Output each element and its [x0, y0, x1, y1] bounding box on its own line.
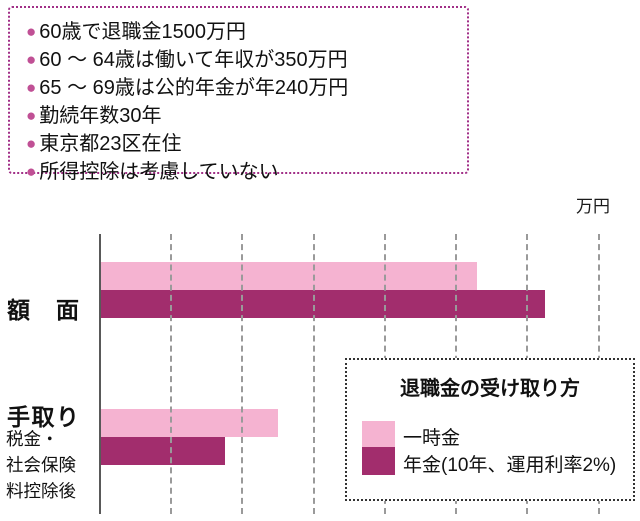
category-sublabel: 税金・社会保険料控除後	[6, 426, 101, 504]
assumption-item: ● 所得控除は考慮していない	[26, 158, 461, 186]
bullet-icon: ●	[26, 106, 37, 125]
legend: 退職金の受け取り方 一時金年金(10年、運用利率2%)	[345, 358, 635, 501]
legend-entry-label: 一時金	[403, 428, 461, 449]
category-label: 額面	[7, 297, 79, 323]
assumption-text: 所得控除は考慮していない	[39, 161, 279, 183]
bar-pension-net	[101, 437, 225, 465]
legend-title: 退職金の受け取り方	[400, 378, 580, 400]
gridline	[312, 234, 315, 514]
assumption-item: ● 60 〜 64歳は働いて年収が350万円	[26, 46, 461, 74]
assumptions-list: ● 60歳で退職金1500万円 ● 60 〜 64歳は働いて年収が350万円 ● 65 〜…	[26, 18, 461, 186]
assumption-item: ● 勤続年数30年	[26, 102, 461, 130]
category-sublabel-line: 料控除後	[6, 481, 76, 501]
assumption-item: ● 東京都23区在住	[26, 130, 461, 158]
category-label: 手取り	[7, 404, 79, 430]
assumption-text: 東京都23区在住	[39, 133, 182, 155]
gridline	[170, 234, 173, 514]
category-sublabel-line: 税金・	[6, 429, 59, 449]
assumption-text: 60 〜 64歳は働いて年収が350万円	[39, 49, 348, 71]
bullet-icon: ●	[26, 134, 37, 153]
gridline	[241, 234, 244, 514]
bullet-icon: ●	[26, 162, 37, 181]
bullet-icon: ●	[26, 50, 37, 69]
legend-swatch-pension	[362, 447, 395, 475]
bar-lumpsum-face	[101, 262, 478, 290]
bullet-icon: ●	[26, 22, 37, 41]
legend-entry-label: 年金(10年、運用利率2%)	[403, 455, 617, 476]
axis-unit-label: 万円	[576, 197, 610, 216]
bar-lumpsum-net	[101, 409, 279, 437]
assumption-text: 60歳で退職金1500万円	[39, 21, 247, 43]
assumption-item: ● 60歳で退職金1500万円	[26, 18, 461, 46]
assumption-text: 65 〜 69歳は公的年金が年240万円	[39, 77, 349, 99]
assumption-text: 勤続年数30年	[39, 105, 162, 127]
bar-pension-face	[101, 290, 546, 318]
bullet-icon: ●	[26, 78, 37, 97]
assumptions-box: ● 60歳で退職金1500万円 ● 60 〜 64歳は働いて年収が350万円 ● 65 〜…	[8, 6, 469, 183]
axis-line	[99, 234, 101, 514]
category-sublabel-line: 社会保険	[6, 455, 76, 475]
legend-swatch-lumpsum	[362, 421, 395, 447]
assumption-item: ● 65 〜 69歳は公的年金が年240万円	[26, 74, 461, 102]
